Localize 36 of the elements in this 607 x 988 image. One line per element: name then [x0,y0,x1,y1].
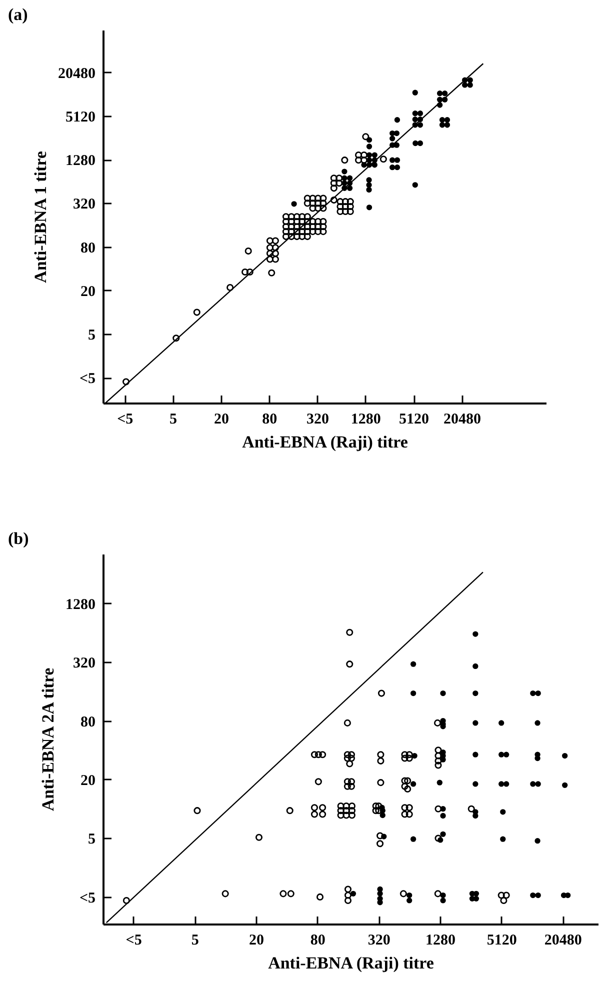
x-tick-label: 20480 [544,932,582,948]
y-tick-label: 1280 [66,153,96,170]
x-tick-label: <5 [117,412,134,428]
x-tick-label: 80 [262,412,278,428]
x-tick-label: 5 [191,932,199,948]
y-tick-label: 5 [88,328,96,344]
x-tick-label: 5 [170,412,178,428]
y-tick-label: <5 [79,890,96,906]
x-tick-label: 20480 [443,412,481,428]
y-tick-label: 20 [80,772,96,789]
y-tick-label: 5 [88,832,96,848]
y-tick-label: 1280 [66,596,96,613]
chart-title: (a) [8,5,28,24]
y-axis-title: Anti-EBNA 1 titre [31,150,50,283]
x-tick-label: 20 [248,932,264,948]
y-tick-label: <5 [79,371,96,388]
x-tick-label: <5 [126,932,142,948]
x-tick-label: 320 [306,412,329,428]
x-axis-title: Anti-EBNA (Raji) titre [242,432,408,452]
y-tick-label: 320 [73,656,96,672]
x-tick-label: 80 [310,932,326,948]
x-tick-label: 320 [368,932,390,948]
x-tick-label: 5120 [399,412,430,428]
x-tick-label: 20 [214,412,229,428]
x-tick-label: 1280 [426,932,456,948]
x-axis-title: Anti-EBNA (Raji) titre [268,954,434,972]
x-tick-label: 5120 [486,932,517,948]
y-axis-title: Anti-EBNA 2A titre [38,667,58,812]
y-tick-label: 5120 [66,109,96,126]
y-tick-label: 80 [80,714,96,730]
x-tick-label: 1280 [350,412,381,428]
y-tick-label: 20480 [58,66,96,82]
chart-title: (b) [8,529,29,548]
y-tick-label: 320 [73,196,96,213]
y-tick-label: 80 [80,240,96,256]
y-tick-label: 20 [80,284,96,300]
